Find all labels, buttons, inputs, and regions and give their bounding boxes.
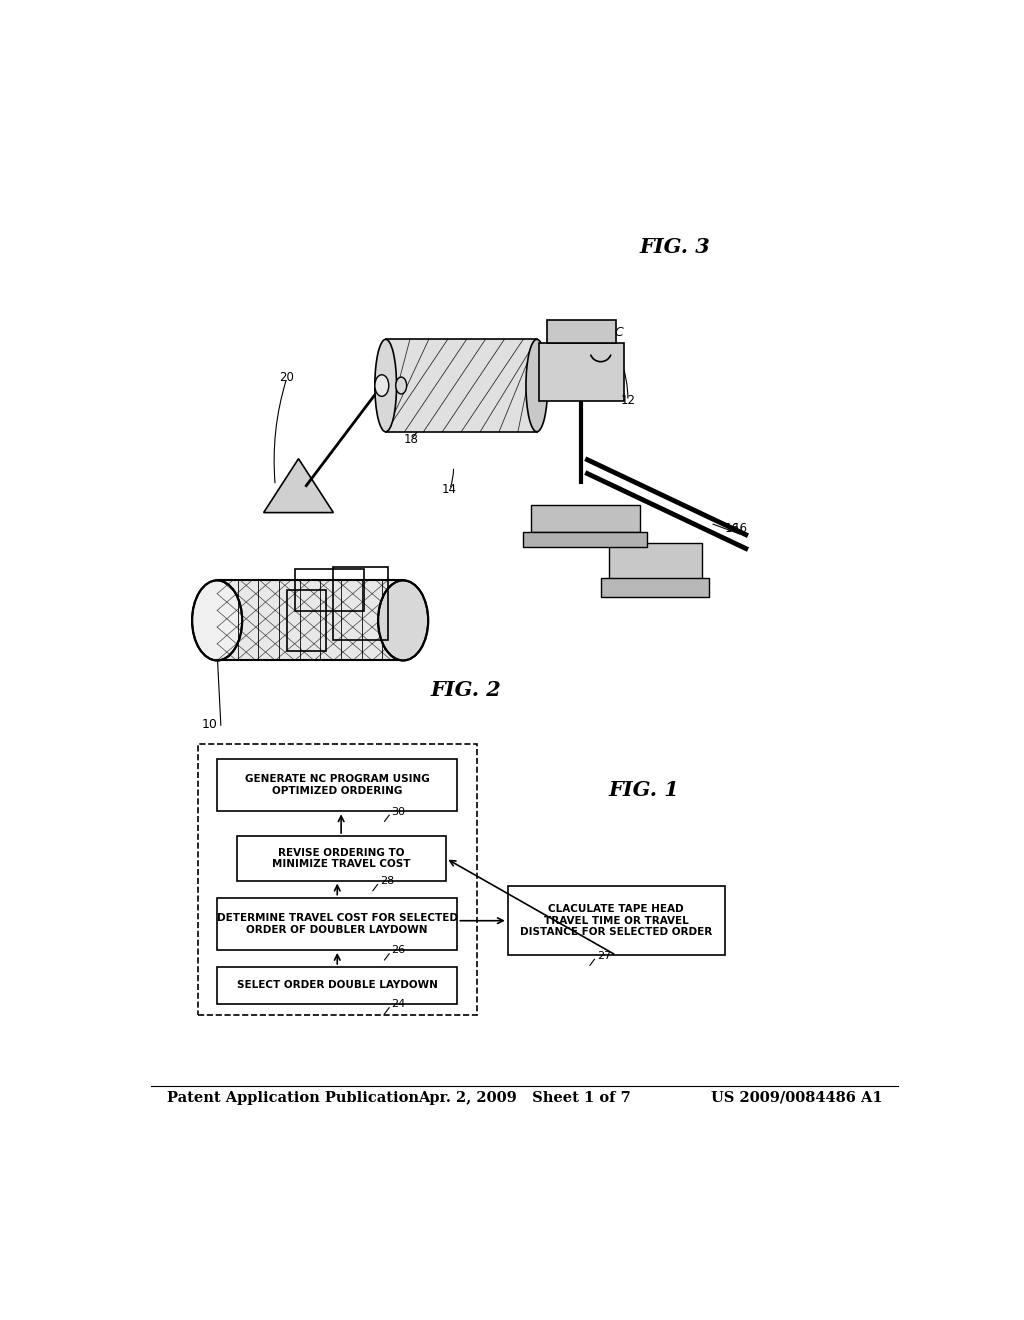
Polygon shape — [263, 459, 334, 512]
Bar — [386, 339, 537, 432]
Text: 28: 28 — [380, 876, 394, 886]
Text: SELECT ORDER DOUBLE LAYDOWN: SELECT ORDER DOUBLE LAYDOWN — [237, 981, 437, 990]
Text: 20: 20 — [280, 371, 294, 384]
Text: C: C — [614, 326, 624, 338]
Text: US 2009/0084486 A1: US 2009/0084486 A1 — [712, 1090, 883, 1105]
Ellipse shape — [378, 581, 428, 660]
Text: 12: 12 — [621, 395, 635, 408]
Text: 16: 16 — [725, 521, 740, 535]
Bar — [539, 343, 624, 401]
Text: 14: 14 — [442, 483, 457, 496]
Text: REVISE ORDERING TO
MINIMIZE TRAVEL COST: REVISE ORDERING TO MINIMIZE TRAVEL COST — [272, 847, 411, 869]
Bar — [287, 590, 326, 651]
Bar — [295, 569, 365, 611]
Bar — [217, 898, 458, 950]
Bar — [531, 506, 640, 532]
Text: CLACULATE TAPE HEAD
TRAVEL TIME OR TRAVEL
DISTANCE FOR SELECTED ORDER: CLACULATE TAPE HEAD TRAVEL TIME OR TRAVE… — [520, 904, 713, 937]
Bar — [547, 321, 616, 343]
Text: 18: 18 — [403, 433, 419, 446]
Ellipse shape — [193, 581, 242, 660]
Text: 16: 16 — [732, 521, 748, 535]
Bar — [198, 743, 477, 1015]
Text: FIG. 2: FIG. 2 — [430, 680, 501, 700]
Ellipse shape — [375, 339, 396, 432]
Text: FIG. 1: FIG. 1 — [608, 780, 679, 800]
Bar — [218, 581, 402, 660]
Bar — [217, 581, 403, 660]
Text: Apr. 2, 2009   Sheet 1 of 7: Apr. 2, 2009 Sheet 1 of 7 — [419, 1090, 631, 1105]
Bar — [217, 966, 458, 1003]
Text: DETERMINE TRAVEL COST FOR SELECTED
ORDER OF DOUBLER LAYDOWN: DETERMINE TRAVEL COST FOR SELECTED ORDER… — [217, 913, 458, 935]
Bar — [608, 544, 701, 582]
Text: GENERATE NC PROGRAM USING
OPTIMIZED ORDERING: GENERATE NC PROGRAM USING OPTIMIZED ORDE… — [245, 775, 430, 796]
Text: 30: 30 — [391, 807, 406, 817]
Text: 10: 10 — [202, 718, 217, 731]
Ellipse shape — [526, 339, 548, 432]
Text: 27: 27 — [597, 950, 611, 961]
Bar — [523, 532, 647, 548]
Bar — [237, 836, 445, 880]
Bar — [601, 578, 710, 598]
Ellipse shape — [395, 378, 407, 395]
Text: 26: 26 — [391, 945, 406, 956]
Text: FIG. 3: FIG. 3 — [640, 238, 711, 257]
Text: 24: 24 — [391, 999, 406, 1010]
Bar — [334, 566, 388, 640]
Ellipse shape — [375, 375, 389, 396]
Text: Patent Application Publication: Patent Application Publication — [167, 1090, 419, 1105]
Bar — [217, 759, 458, 812]
Bar — [508, 886, 725, 956]
